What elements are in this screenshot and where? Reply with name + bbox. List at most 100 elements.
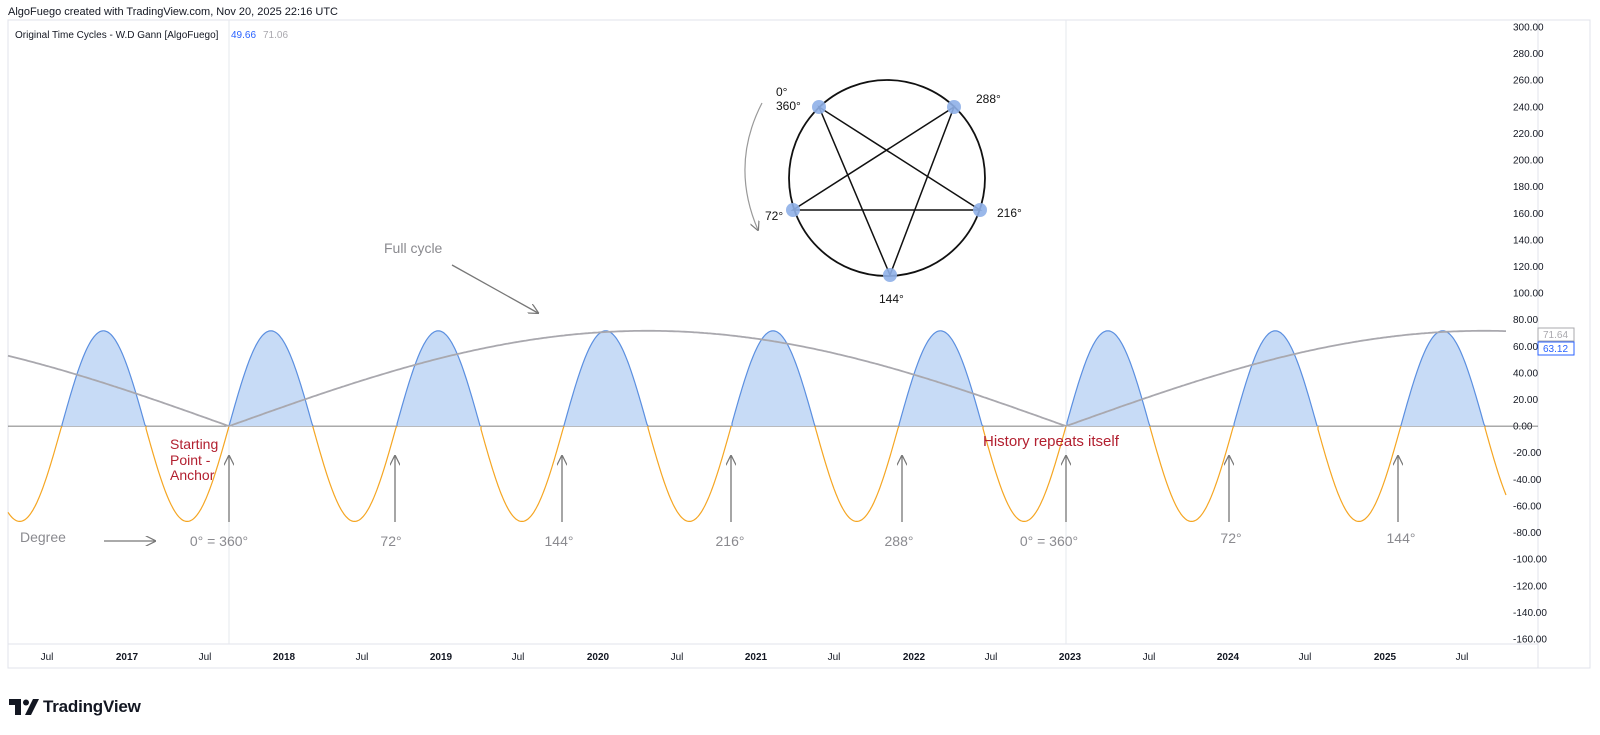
cycle-line-positive xyxy=(898,330,984,427)
y-tick-label: -40.00 xyxy=(1513,475,1542,486)
y-tick-label: 0.00 xyxy=(1513,422,1533,433)
y-tick-label: -120.00 xyxy=(1513,581,1547,592)
y-tick-label: 280.00 xyxy=(1513,49,1544,60)
full-cycle-arrow xyxy=(451,264,538,313)
positive-area xyxy=(732,330,814,427)
y-tick-label: -80.00 xyxy=(1513,528,1542,539)
pentagram-star xyxy=(790,105,983,278)
y-tick-label: 300.00 xyxy=(1513,23,1544,34)
cycle-line-positive xyxy=(396,330,482,427)
pentagram-point-0 xyxy=(812,100,826,114)
indicator-name[interactable]: Original Time Cycles - W.D Gann [AlgoFue… xyxy=(15,30,219,41)
cycle-line-negative xyxy=(647,425,733,522)
positive-area xyxy=(1234,330,1317,427)
pentagram-point-216 xyxy=(973,203,987,217)
cycle-line-negative xyxy=(982,425,1067,522)
y-tick-label: -140.00 xyxy=(1513,608,1547,619)
degree-marker-label: 72° xyxy=(1220,530,1241,546)
x-tick-label: Jul xyxy=(1299,652,1312,663)
x-tick-label: Jul xyxy=(1143,652,1156,663)
cycle-line-negative xyxy=(1317,425,1402,522)
price-label-grey-text: 71.64 xyxy=(1543,330,1568,341)
degree-marker-label: 216° xyxy=(716,533,745,549)
y-tick-label: -20.00 xyxy=(1513,448,1542,459)
x-tick-label: Jul xyxy=(1456,652,1469,663)
cycle-line-positive xyxy=(1400,330,1486,427)
cycle-line-negative xyxy=(312,425,398,522)
price-label-blue: 63.12 xyxy=(1537,341,1575,356)
degree-label: Degree xyxy=(20,529,66,545)
degree-markers: 0° = 360° 72° 144° 216° 288° 0° = 360° 72° 144° xyxy=(190,456,1416,549)
x-tick-label: 2024 xyxy=(1217,652,1240,663)
x-tick-label: Jul xyxy=(671,652,684,663)
positive-area xyxy=(397,330,480,427)
pentagram-point-144 xyxy=(883,268,897,282)
tradingview-logo-text: TradingView xyxy=(43,697,141,716)
positive-area xyxy=(1401,330,1484,427)
x-tick-label: 2023 xyxy=(1059,652,1082,663)
y-axis-ticks: 300.00 280.00 260.00 240.00 220.00 200.00 180.… xyxy=(1513,23,1547,646)
y-tick-label: 60.00 xyxy=(1513,342,1538,353)
cycle-line-negative xyxy=(7,425,63,522)
degree-marker-label: 144° xyxy=(1387,530,1416,546)
x-tick-label: 2020 xyxy=(587,652,610,663)
x-tick-label: 2019 xyxy=(430,652,453,663)
positive-area xyxy=(1066,330,1149,427)
positive-area xyxy=(899,330,982,427)
cycle-line-negative xyxy=(1149,425,1235,522)
pentagram-rotation-arrow xyxy=(744,102,763,230)
y-tick-label: 20.00 xyxy=(1513,395,1538,406)
y-tick-label: 160.00 xyxy=(1513,209,1544,220)
degree-marker-label: 0° = 360° xyxy=(1020,533,1078,549)
pentagram-point-288 xyxy=(947,100,961,114)
full-cycle-label: Full cycle xyxy=(384,240,443,256)
tradingview-logo[interactable]: TradingView xyxy=(9,697,141,717)
starting-point-line-3: Anchor xyxy=(170,467,215,483)
cycle-line-negative xyxy=(145,425,230,522)
y-tick-label: 120.00 xyxy=(1513,262,1544,273)
pentagram-label-360: 360° xyxy=(776,99,801,113)
x-tick-label: Jul xyxy=(41,652,54,663)
full-cycle-line xyxy=(7,329,1506,428)
pentagram-point-72 xyxy=(786,203,800,217)
pentagram-label-0: 0° xyxy=(776,85,788,99)
cycle-line-positive xyxy=(563,330,649,427)
pentagram-label-144: 144° xyxy=(879,292,904,306)
pentagram-label-72: 72° xyxy=(765,209,783,223)
positive-area xyxy=(564,330,647,427)
starting-point-line-1: Starting xyxy=(170,436,218,452)
indicator-value-2: 71.06 xyxy=(263,30,288,41)
cycle-line-positive xyxy=(731,330,816,427)
chart-header: AlgoFuego created with TradingView.com, … xyxy=(8,6,338,18)
cycle-line-positive xyxy=(1233,330,1319,427)
y-tick-label: 80.00 xyxy=(1513,315,1538,326)
pentagram-diagram: 0° 360° 288° 72° 216° 144° xyxy=(744,79,1022,306)
degree-marker-label: 0° = 360° xyxy=(190,533,248,549)
x-tick-label: Jul xyxy=(199,652,212,663)
x-tick-label: 2018 xyxy=(273,652,296,663)
y-tick-label: -60.00 xyxy=(1513,501,1542,512)
price-label-grey: 71.64 xyxy=(1537,327,1575,342)
positive-area xyxy=(62,330,145,427)
cycle-line-negative xyxy=(1484,426,1507,496)
starting-point-line-2: Point - xyxy=(170,452,211,468)
cycle-series xyxy=(7,329,1538,522)
y-tick-label: 40.00 xyxy=(1513,368,1538,379)
y-tick-label: -160.00 xyxy=(1513,635,1547,646)
x-tick-label: 2017 xyxy=(116,652,139,663)
tradingview-logo-icon xyxy=(9,699,39,715)
positive-area xyxy=(229,330,312,427)
x-tick-label: Jul xyxy=(512,652,525,663)
x-tick-label: 2025 xyxy=(1374,652,1397,663)
degree-marker-label: 144° xyxy=(545,533,574,549)
cycle-line-positive xyxy=(61,330,147,427)
anchor-lines xyxy=(228,20,1067,644)
history-label: History repeats itself xyxy=(983,433,1120,450)
cycle-line-negative xyxy=(480,425,565,522)
y-tick-label: 260.00 xyxy=(1513,76,1544,87)
x-tick-label: Jul xyxy=(985,652,998,663)
x-axis-ticks: Jul 2017 Jul 2018 Jul 2019 Jul 2020 Jul 2021 Jul 20… xyxy=(41,652,1469,663)
indicator-value-1: 49.66 xyxy=(231,30,256,41)
price-label-blue-text: 63.12 xyxy=(1543,344,1568,355)
